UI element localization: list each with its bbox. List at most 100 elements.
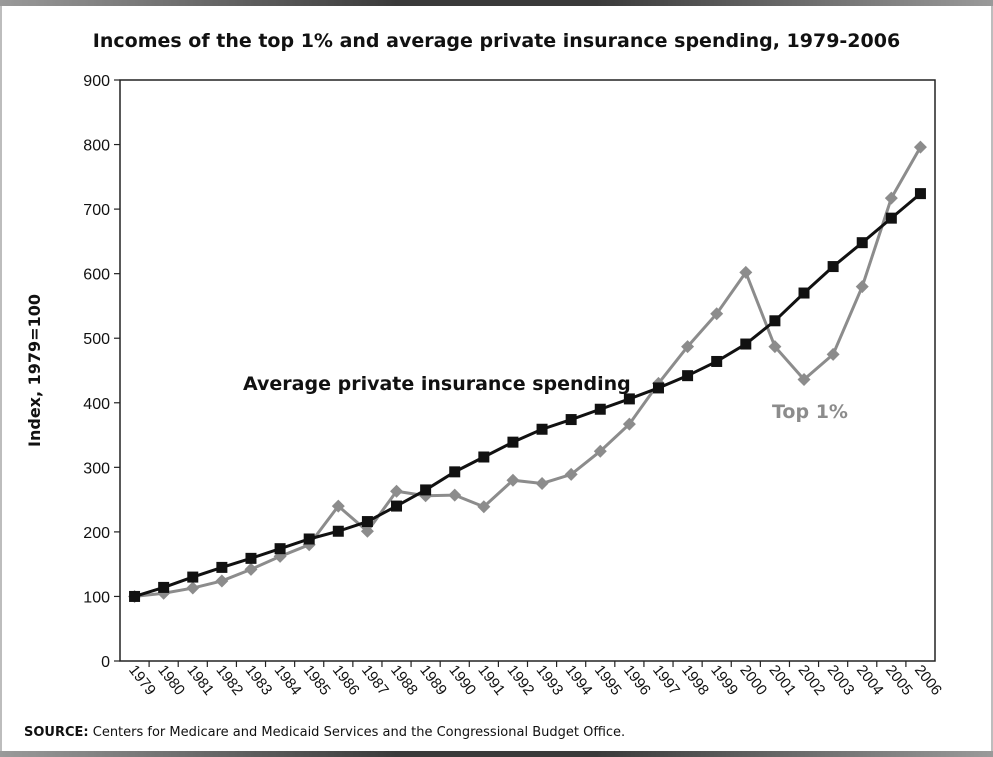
data-point-square <box>885 212 897 224</box>
x-tick-label: 1979 <box>125 662 159 699</box>
data-point-diamond <box>535 476 549 490</box>
series-line <box>134 192 922 598</box>
chart-title: Incomes of the top 1% and average privat… <box>92 30 901 52</box>
data-point-square <box>594 403 606 415</box>
data-point-square <box>507 436 519 448</box>
data-point-square <box>682 370 694 382</box>
x-tick-label: 1998 <box>678 662 712 699</box>
data-point-square <box>798 287 810 299</box>
x-tick-label: 1992 <box>504 662 538 699</box>
data-point-diamond <box>448 488 462 502</box>
data-point-diamond <box>477 500 491 514</box>
x-tick-label: 1987 <box>358 662 392 699</box>
data-point-square <box>827 261 839 273</box>
source-label: SOURCE: <box>24 725 89 740</box>
data-point-square <box>652 382 664 394</box>
y-tick-label: 700 <box>83 202 110 219</box>
series-average-private-insurance-spending <box>129 188 926 602</box>
y-tick-label: 0 <box>101 654 110 671</box>
x-tick-label: 1994 <box>562 662 596 699</box>
data-point-diamond <box>360 524 374 538</box>
x-tick-label: 2005 <box>882 662 916 699</box>
x-tick-label: 1982 <box>212 662 246 699</box>
data-point-square <box>565 414 577 426</box>
data-point-diamond <box>186 581 200 595</box>
data-point-square <box>740 338 752 350</box>
data-point-diamond <box>739 265 753 279</box>
series-label-average-private-insurance-spending: Average private insurance spending <box>243 373 631 395</box>
data-point-square <box>361 516 373 528</box>
data-point-square <box>478 451 490 463</box>
data-point-square <box>914 188 926 200</box>
series-line <box>134 146 922 598</box>
data-point-diamond <box>244 562 258 576</box>
data-point-square <box>769 315 781 327</box>
data-point-square <box>303 533 315 545</box>
data-point-square <box>187 571 199 583</box>
data-point-square <box>856 237 868 249</box>
x-tick-label: 2001 <box>765 662 799 699</box>
x-tick-label: 2000 <box>736 662 770 699</box>
data-point-diamond <box>506 473 520 487</box>
y-tick-label: 900 <box>83 73 110 90</box>
data-point-square <box>711 355 723 367</box>
x-tick-label: 1980 <box>154 662 188 699</box>
data-point-square <box>158 581 170 593</box>
x-tick-label: 1991 <box>474 662 508 699</box>
data-point-square <box>391 500 403 512</box>
y-axis-label: Index, 1979=100 <box>25 294 44 447</box>
source-note: SOURCE: Centers for Medicare and Medicai… <box>24 725 625 740</box>
x-tick-label: 1996 <box>620 662 654 699</box>
source-text: Centers for Medicare and Medicaid Servic… <box>88 725 626 740</box>
data-point-square <box>245 552 257 564</box>
data-point-square <box>332 525 344 537</box>
x-tick-label: 1981 <box>183 662 217 699</box>
y-tick-label: 400 <box>83 396 110 413</box>
frame-left-border <box>0 6 2 751</box>
y-tick-label: 100 <box>83 589 110 606</box>
data-point-square <box>216 561 228 573</box>
x-tick-label: 1983 <box>242 662 276 699</box>
data-point-diamond <box>826 347 840 361</box>
data-point-diamond <box>710 307 724 321</box>
x-tick-label: 2006 <box>911 662 945 699</box>
x-tick-label: 1999 <box>707 662 741 699</box>
frame-bottom-bar <box>0 751 993 757</box>
y-tick-label: 300 <box>83 460 110 477</box>
y-tick-label: 800 <box>83 138 110 155</box>
x-tick-label: 2004 <box>853 662 887 699</box>
data-point-diamond <box>390 484 404 498</box>
data-point-diamond <box>331 499 345 513</box>
x-tick-label: 2003 <box>824 662 858 699</box>
frame-right-border <box>991 6 993 751</box>
data-point-diamond <box>797 373 811 387</box>
data-point-diamond <box>681 340 695 354</box>
data-point-square <box>274 543 286 555</box>
data-point-diamond <box>855 280 869 294</box>
series-label-top-1-percent: Top 1% <box>772 401 848 423</box>
x-tick-label: 1985 <box>300 662 334 699</box>
y-tick-label: 600 <box>83 267 110 284</box>
y-tick-label: 500 <box>83 331 110 348</box>
x-tick-label: 1984 <box>271 662 305 699</box>
data-point-square <box>129 590 141 602</box>
data-point-diamond <box>622 417 636 431</box>
x-tick-label: 1986 <box>329 662 363 699</box>
data-point-square <box>623 393 635 405</box>
x-tick-label: 1993 <box>533 662 567 699</box>
x-tick-label: 1995 <box>591 662 625 699</box>
x-tick-label: 1997 <box>649 662 683 699</box>
series-top-1-percent <box>128 140 927 603</box>
x-tick-label: 1988 <box>387 662 421 699</box>
y-tick-label: 200 <box>83 525 110 542</box>
x-tick-label: 2002 <box>795 662 829 699</box>
data-point-diamond <box>768 340 782 354</box>
x-tick-label: 1990 <box>445 662 479 699</box>
data-point-diamond <box>564 467 578 481</box>
data-point-diamond <box>215 574 229 588</box>
data-point-square <box>449 466 461 478</box>
data-point-diamond <box>884 191 898 205</box>
data-point-square <box>536 423 548 435</box>
data-point-square <box>420 484 432 496</box>
